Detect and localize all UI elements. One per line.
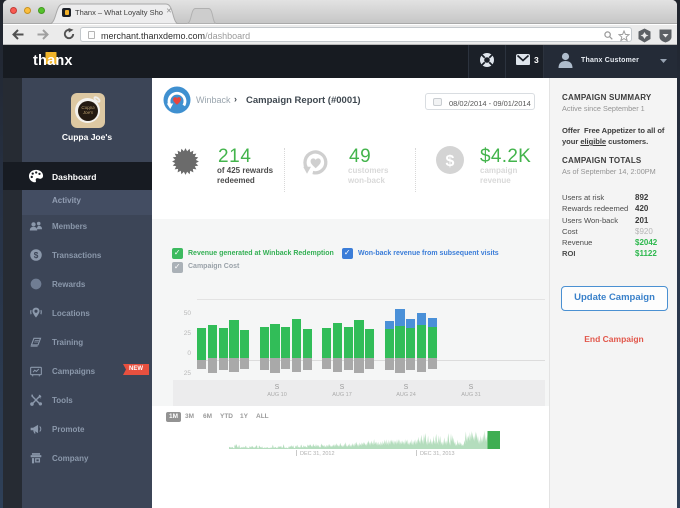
svg-text:$: $ [446,153,455,170]
svg-text:$: $ [34,251,39,260]
